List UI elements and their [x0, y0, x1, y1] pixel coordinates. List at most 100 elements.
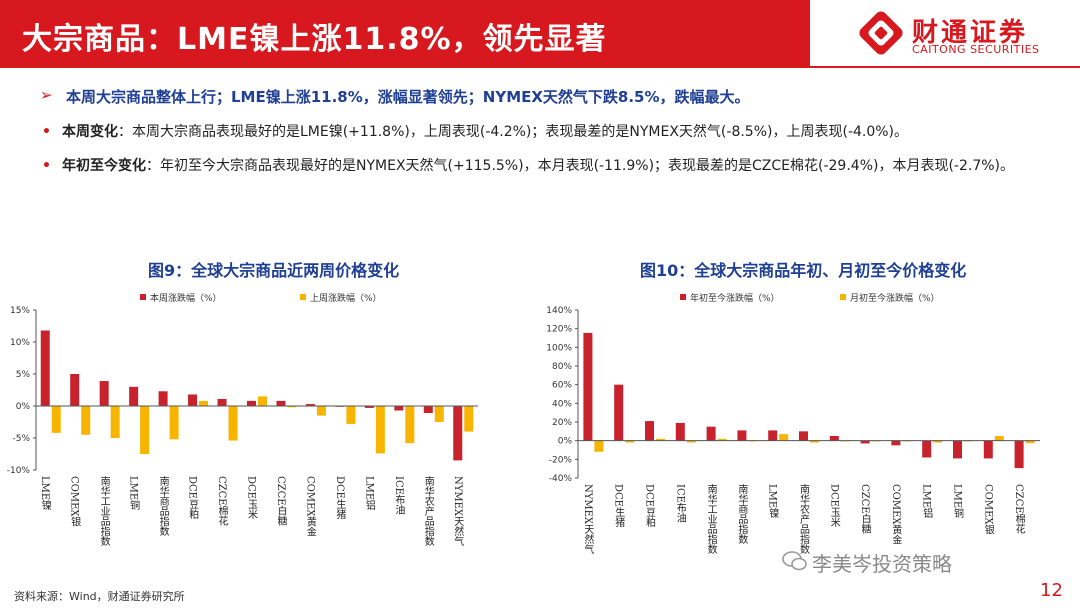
y-tick-label: -20%	[549, 455, 573, 465]
y-tick-label: 0%	[558, 437, 573, 447]
y-tick-label: 120%	[546, 325, 572, 335]
legend-swatch-1	[840, 294, 846, 300]
header-red-bar: 大宗商品：LME镍上涨11.8%，领先显著	[0, 0, 810, 66]
ytd-change-label: 年初至今变化	[62, 158, 146, 174]
category-label: CZCE白糖	[859, 484, 871, 534]
legend-label-0: 年初至今涨跌幅（%）	[690, 292, 780, 304]
y-tick-label: 15%	[10, 306, 30, 316]
source-note: 资料来源：Wind，财通证券研究所	[14, 590, 185, 603]
bar-a-4	[706, 426, 716, 441]
week-change-text: ：本周大宗商品表现最好的是LME镍(+11.8%)，上周表现(-4.2%)；表现…	[118, 124, 909, 140]
bar-a-8	[276, 400, 286, 406]
bar-b-5	[199, 400, 209, 406]
bar-a-7	[247, 400, 256, 406]
bar-a-0	[583, 332, 593, 441]
wechat-icon	[782, 551, 807, 571]
bar-b-6	[228, 406, 238, 441]
bar-b-13	[994, 436, 1004, 441]
bar-a-11	[364, 406, 374, 408]
category-label: 南华农产品指数	[422, 475, 434, 547]
category-label: COMEX银	[69, 476, 81, 527]
y-tick-label: -5%	[12, 434, 30, 444]
category-label: ICE布油	[393, 476, 405, 515]
bar-a-9	[860, 440, 870, 444]
slide-title: 大宗商品：LME镍上涨11.8%，领先显著	[22, 22, 607, 57]
bar-b-7	[258, 396, 267, 406]
legend-swatch-0	[680, 294, 686, 300]
bar-b-4	[169, 406, 179, 440]
dot-bullet-icon: •	[42, 158, 51, 174]
ytd-change-bullet: • 年初至今变化：年初至今大宗商品表现最好的是NYMEX天然气(+115.5%)…	[40, 155, 1050, 177]
bar-b-3	[140, 406, 150, 454]
category-label: CZCE白糖	[275, 476, 287, 526]
category-label: 南华商品指数	[736, 483, 748, 545]
bar-a-14	[1014, 440, 1024, 469]
bar-a-7	[799, 431, 808, 441]
category-label: 南华工业品指数	[98, 475, 110, 547]
bar-a-12	[394, 406, 404, 411]
header-divider	[0, 66, 1080, 68]
category-label: CZCE棉花	[1013, 484, 1025, 534]
bar-a-13	[983, 440, 993, 459]
bar-a-9	[305, 404, 315, 406]
bar-a-4	[158, 391, 168, 406]
y-tick-label: 40%	[552, 399, 572, 409]
watermark-text: 李美岑投资策略	[812, 552, 952, 576]
page-number: 12	[1040, 580, 1063, 601]
chart-left-title: 图9：全球大宗商品近两周价格变化	[148, 261, 400, 280]
category-label: LME铜	[952, 484, 964, 519]
bar-b-1	[625, 440, 635, 443]
category-label: LME镍	[39, 476, 51, 511]
bar-a-5	[737, 430, 747, 441]
chart-ytd-mtd-change: 年初至今涨跌幅（%） 月初至今涨跌幅（%） 140% 120% 100% 80% 60% 40…	[546, 292, 1040, 555]
bar-b-8	[287, 406, 297, 408]
y-tick-label: -40%	[549, 474, 573, 484]
bar-a-14	[453, 406, 463, 461]
week-change-bullet: • 本周变化：本周大宗商品表现最好的是LME镍(+11.8%)，上周表现(-4.…	[40, 121, 1050, 143]
bar-b-10	[346, 406, 356, 424]
category-label: ICE布油	[674, 484, 686, 523]
ytd-change-text: ：年初至今大宗商品表现最好的是NYMEX天然气(+115.5%)，本月表现(-1…	[146, 158, 1015, 174]
bar-b-11	[933, 440, 943, 443]
bar-b-3	[686, 440, 696, 443]
category-label: LME铝	[363, 476, 375, 511]
legend-label-0: 本周涨跌幅（%）	[150, 292, 222, 304]
bar-b-2	[110, 406, 120, 438]
bar-b-6	[779, 434, 789, 441]
slide-header: 大宗商品：LME镍上涨11.8%，领先显著 财通证券 CAITONG SECUR…	[0, 0, 1080, 66]
y-tick-label: 140%	[546, 306, 572, 316]
category-label: CZCE棉花	[216, 476, 228, 526]
bar-a-2	[645, 421, 654, 441]
category-label: 南华农产品指数	[798, 483, 810, 555]
bar-a-6	[217, 398, 227, 406]
category-label: DCE生猪	[334, 476, 346, 520]
category-label: NYMEX天然气	[452, 476, 464, 546]
bar-a-3	[129, 386, 139, 406]
bar-b-12	[405, 406, 415, 444]
bar-a-1	[614, 384, 624, 441]
y-tick-label: 60%	[552, 381, 572, 391]
bar-b-2	[656, 438, 665, 441]
y-tick-label: 80%	[552, 362, 572, 372]
bar-b-7	[810, 440, 819, 443]
bar-a-8	[829, 436, 839, 441]
bar-b-9	[316, 406, 326, 416]
company-logo: 财通证券 CAITONG SECURITIES	[858, 10, 1068, 58]
chart-weekly-change: 本周涨跌幅（%） 上周涨跌幅（%） 15% 10% 5% 0% -5% -10% LME镍 COM…	[7, 292, 478, 547]
bar-b-11	[375, 406, 385, 454]
bar-a-0	[40, 330, 50, 406]
y-tick-label: 10%	[10, 338, 30, 348]
bar-a-3	[675, 422, 685, 441]
category-label: COMEX银	[982, 484, 994, 535]
category-label: 南华工业品指数	[705, 483, 717, 555]
legend-swatch-1	[300, 294, 306, 300]
category-label: DCE生猪	[613, 484, 625, 528]
category-label: DCE玉米	[246, 476, 258, 520]
y-tick-label: 0%	[16, 402, 31, 412]
dot-bullet-icon: •	[42, 124, 51, 140]
bar-a-11	[922, 440, 932, 458]
bar-b-14	[1025, 440, 1035, 444]
bar-a-13	[423, 406, 433, 414]
category-label: LME铜	[128, 476, 140, 511]
bar-a-6	[768, 430, 778, 441]
